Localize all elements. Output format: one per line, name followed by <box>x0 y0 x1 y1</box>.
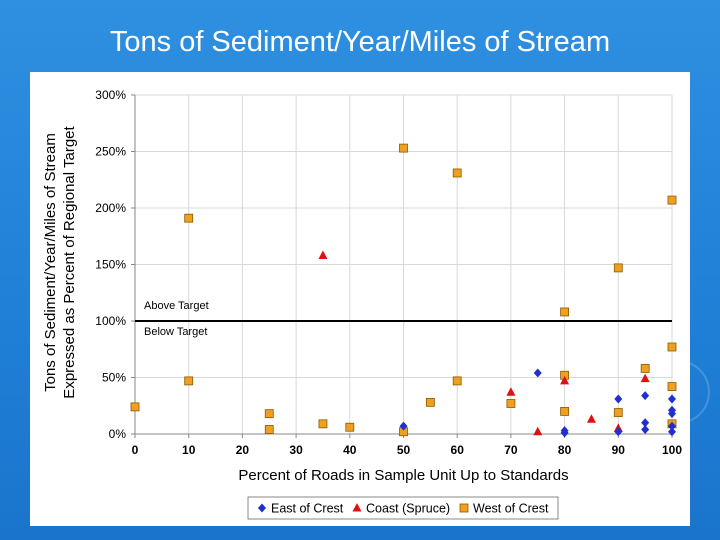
x-tick-label: 80 <box>558 443 572 457</box>
points-layer <box>130 143 677 438</box>
y-tick-label: 250% <box>95 145 126 159</box>
x-tick-label: 20 <box>236 443 250 457</box>
data-point-diamond <box>533 368 542 378</box>
data-point-triangle <box>640 373 650 383</box>
x-tick-label: 40 <box>343 443 357 457</box>
data-point-square <box>264 425 274 434</box>
legend-label: West of Crest <box>473 502 549 516</box>
legend-marker-diamond <box>258 503 266 513</box>
data-point-triangle <box>318 250 328 259</box>
legend-label: Coast (Spruce) <box>366 502 450 516</box>
data-point-diamond <box>560 428 569 438</box>
data-point-square <box>560 307 569 317</box>
data-point-diamond <box>641 424 650 434</box>
data-point-diamond <box>641 391 650 401</box>
data-point-square <box>184 213 194 223</box>
x-axis-label: Percent of Roads in Sample Unit Up to St… <box>238 467 568 484</box>
x-tick-label: 90 <box>612 443 626 457</box>
data-point-diamond <box>668 421 676 431</box>
data-point-triangle <box>506 387 516 396</box>
above-target-label: Above Target <box>144 300 209 312</box>
x-tick-label: 50 <box>397 443 411 457</box>
y-tick-label: 50% <box>102 371 126 385</box>
data-point-square <box>184 376 194 386</box>
data-point-triangle <box>586 414 596 423</box>
data-point-square <box>560 406 569 416</box>
data-point-square <box>506 399 516 408</box>
y-tick-label: 0% <box>109 427 127 441</box>
legend-marker-triangle <box>352 503 362 512</box>
x-tick-label: 60 <box>451 443 465 457</box>
data-point-diamond <box>614 427 623 437</box>
below-target-label: Below Target <box>144 326 207 338</box>
x-tick-label: 10 <box>182 443 196 457</box>
x-tick-label: 0 <box>132 443 139 457</box>
grid-layer <box>135 94 673 434</box>
data-point-square <box>425 397 435 407</box>
data-point-square <box>345 422 355 432</box>
data-point-triangle <box>533 426 543 436</box>
slide-title: Tons of Sediment/Year/Miles of Stream <box>109 26 611 58</box>
data-point-square <box>452 168 462 178</box>
y-tick-label: 200% <box>95 201 126 215</box>
data-point-diamond <box>668 427 676 437</box>
legend-label: East of Crest <box>271 502 344 516</box>
data-point-square <box>452 376 462 386</box>
data-point-diamond <box>614 394 623 404</box>
data-point-square <box>130 402 140 412</box>
data-point-square <box>318 419 328 429</box>
x-tick-label: 30 <box>289 443 303 457</box>
data-point-square <box>667 342 677 352</box>
legend-marker-square <box>459 503 469 513</box>
data-point-square <box>667 195 677 205</box>
x-tick-label: 70 <box>504 443 518 457</box>
target-layer: Above Target Below Target <box>135 300 672 338</box>
data-point-square <box>640 364 650 373</box>
axis-layer: 0% 50% 100% 150% 200% 250% 300% 0 10 20 30 40 50 60 70… <box>95 88 682 457</box>
x-tick-label: 100 <box>662 443 682 457</box>
y-tick-label: 300% <box>95 88 126 102</box>
data-point-square <box>613 408 623 417</box>
legend-box <box>247 496 559 520</box>
label-layer: Percent of Roads in Sample Unit Up to St… <box>42 125 569 484</box>
y-tick-label: 150% <box>95 258 126 272</box>
data-point-diamond <box>641 418 650 428</box>
data-point-square <box>399 143 408 153</box>
scatter-chart: 0% 50% 100% 150% 200% 250% 300% 0 10 20 30 40 50 60 70… <box>42 88 682 520</box>
y-axis-label-line1: Tons of Sediment/Year/Miles of Stream <box>42 133 59 392</box>
data-point-diamond <box>668 409 676 419</box>
chart-panel: 0% 50% 100% 150% 200% 250% 300% 0 10 20 30 40 50 60 70… <box>30 72 690 526</box>
y-tick-label: 100% <box>95 314 126 328</box>
y-axis-label-line2: Expressed as Percent of Regional Target <box>61 125 78 398</box>
data-point-square <box>613 263 623 273</box>
data-point-triangle <box>560 375 570 385</box>
data-point-diamond <box>399 421 408 431</box>
legend-layer: East of Crest Coast (Spruce) West of Crest <box>247 496 559 520</box>
data-point-square <box>264 409 274 419</box>
data-point-diamond <box>668 394 676 404</box>
data-point-square <box>667 382 677 391</box>
